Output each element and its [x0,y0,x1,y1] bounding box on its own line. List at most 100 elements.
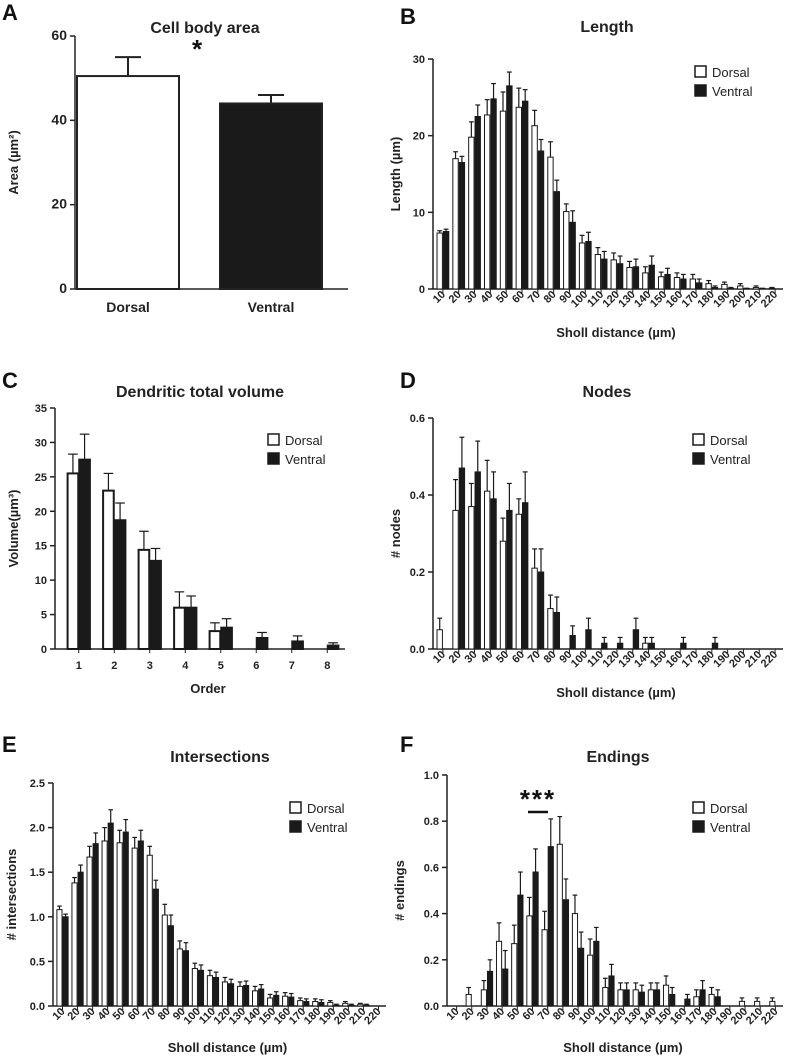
bar-dorsal-80 [161,914,168,1007]
bar-dorsal-10 [436,629,443,650]
y-tick-label: 0 [59,280,67,296]
bar-ventral-80 [553,611,561,650]
bar-ventral-50 [517,894,524,1007]
y-tick-label: 60 [51,27,67,43]
y-tick-label: 0.6 [410,413,425,425]
legend-label-dorsal: Dorsal [712,65,750,80]
bar-ventral-180 [714,996,721,1007]
y-tick-label: 0.6 [424,862,439,874]
y-axis-label: # nodes [388,509,403,558]
chart-title: Length [580,19,633,36]
bar-ventral-110 [608,975,615,1007]
legend-label-dorsal: Dorsal [710,433,748,448]
y-tick-label: 0.4 [410,490,426,502]
x-tick-label: 220 [759,649,780,670]
bar-ventral-90 [569,221,576,290]
bar-dorsal-70 [531,567,538,650]
bar-ventral-100 [197,969,205,1007]
bar-dorsal-150 [657,276,665,290]
bar-ventral-150 [669,993,676,1007]
bar-ventral-50 [506,509,513,650]
y-tick-label: 2.5 [30,778,45,790]
bar-dorsal-30 [468,136,475,290]
bar-dorsal-210 [752,286,760,290]
significance-annotation: *** [520,784,556,814]
bar-ventral-3 [149,559,162,650]
bar-dorsal-40 [495,940,503,1007]
bar-dorsal-100 [587,954,594,1007]
y-axis-label: Length (µm) [388,137,403,212]
bar-dorsal-190 [327,1001,334,1007]
bar-ventral-120 [616,642,624,650]
legend-swatch-dorsal [692,801,705,814]
legend-label-ventral: Ventral [710,452,751,467]
panel-letter-c: C [2,368,18,393]
chart-title: Nodes [583,384,632,401]
bar-ventral-80 [553,191,561,290]
y-tick-label: 35 [35,403,47,415]
bar-ventral-40 [502,968,509,1007]
bar-ventral-180 [711,642,719,650]
chart-nodes: Nodes 0.0 0.2 0.4 0.6 # nodes Sholl distance (… [388,384,783,700]
significance-annotation: * [192,34,203,64]
bar-dorsal-110 [594,254,602,290]
bar-ventral-150 [664,273,671,290]
bar-dorsal-70 [531,125,538,290]
bar-ventral-110 [601,642,608,650]
bar-dorsal-20 [71,882,78,1007]
y-tick-label: 0.4 [424,909,440,921]
bar-ventral-160 [680,278,687,290]
x-tick-label: 8 [324,660,330,672]
bar-dorsal-60 [515,106,523,290]
bar-ventral-160 [288,996,295,1007]
chart-title: Intersections [170,749,270,766]
y-tick-label: 40 [51,111,67,127]
y-tick-label: 0.0 [30,1001,45,1013]
bar-ventral-50 [506,85,513,290]
bar-ventral-130 [243,984,250,1007]
x-axis-label: Sholl distance (µm) [556,685,675,700]
bar-ventral-8 [326,644,340,650]
bar-dorsal-110 [206,975,213,1007]
y-tick-label: 0 [419,284,425,296]
y-tick-label: 1.0 [424,770,439,782]
bar-dorsal-90 [176,948,183,1007]
bar-dorsal-120 [221,981,229,1007]
x-tick-label: 2 [111,660,117,672]
bar-dorsal-40 [101,840,108,1007]
bar-ventral-70 [537,150,545,290]
bar-dorsal-50 [116,842,123,1007]
bar-dorsal-140 [642,642,649,650]
x-tick-label: 5 [218,660,224,672]
bar-dorsal-180 [708,993,715,1007]
bar-dorsal-50 [511,943,518,1007]
bar-dorsal-110 [602,987,609,1007]
legend-label-dorsal: Dorsal [710,801,748,816]
bar-dorsal-50 [499,110,507,290]
bar-dorsal-10 [436,232,443,290]
y-tick-label: 2.0 [30,823,45,835]
bar-dorsal-140 [251,990,259,1007]
bar-ventral-60 [522,502,529,650]
bar-dorsal-140 [647,989,654,1007]
y-axis-label: # endings [392,860,407,921]
legend-label-dorsal: Dorsal [307,801,345,816]
y-axis-label: # intersections [4,849,19,941]
bar-dorsal-170 [693,996,700,1007]
bar-ventral-70 [152,888,159,1007]
x-tick-label: 220 [362,1006,383,1027]
bar-ventral-7 [291,640,304,651]
bar-dorsal-20 [452,509,459,650]
y-tick-label: 0 [41,644,47,656]
bar-ventral-1 [78,458,91,650]
legend-swatch-ventral [692,820,705,833]
x-tick-label: 3 [147,660,153,672]
y-tick-label: 0.8 [424,816,439,828]
x-axis-label: Sholl distance (µm) [556,325,675,340]
bar-ventral-90 [578,947,585,1007]
bar-dorsal-90 [571,913,579,1007]
bar-dorsal-1 [66,472,80,650]
panel-letter-d: D [400,368,416,393]
bar-dorsal-100 [578,242,586,290]
bar-ventral-2 [113,519,127,650]
